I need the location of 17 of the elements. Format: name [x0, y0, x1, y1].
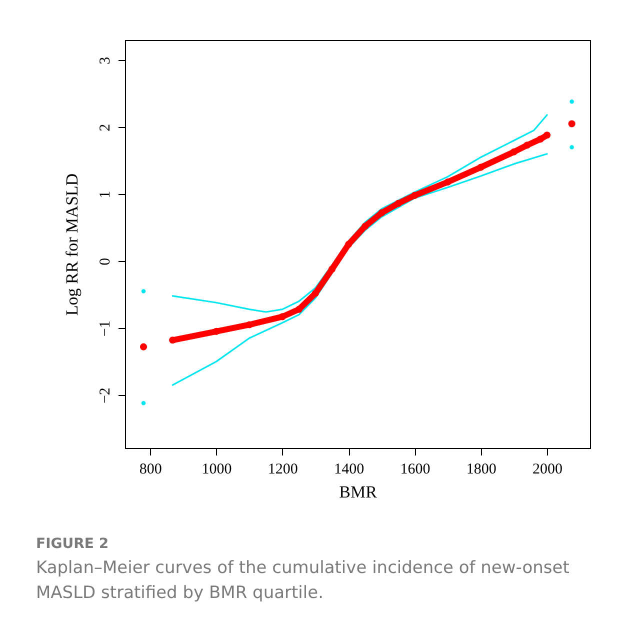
x-tick-label: 800 — [139, 462, 162, 478]
caption: FIGURE 2 — [36, 536, 110, 552]
x-tick-label: 1800 — [466, 462, 496, 478]
y-tick-label: 2 — [98, 124, 114, 132]
y-tick-label: 3 — [98, 56, 114, 64]
x-tick-label: 2000 — [532, 462, 563, 478]
x-tick-label: 1200 — [268, 462, 298, 478]
y-tick-label: −1 — [98, 320, 114, 337]
x-axis-title: BMR — [339, 482, 378, 502]
x-tick-label: 1600 — [400, 462, 430, 478]
y-tick-label: 1 — [98, 190, 114, 198]
y-axis-title: Log RR for MASLD — [62, 173, 82, 316]
y-tick-label: 0 — [98, 258, 114, 266]
x-tick-label: 1000 — [202, 462, 232, 478]
x-tick-label: 1400 — [334, 462, 364, 478]
y-tick-label: −2 — [98, 388, 114, 404]
text: Kaplan–Meier curves of the cumulative incidence of new-onset MASLD stratified by BMR quartile. — [36, 557, 570, 605]
